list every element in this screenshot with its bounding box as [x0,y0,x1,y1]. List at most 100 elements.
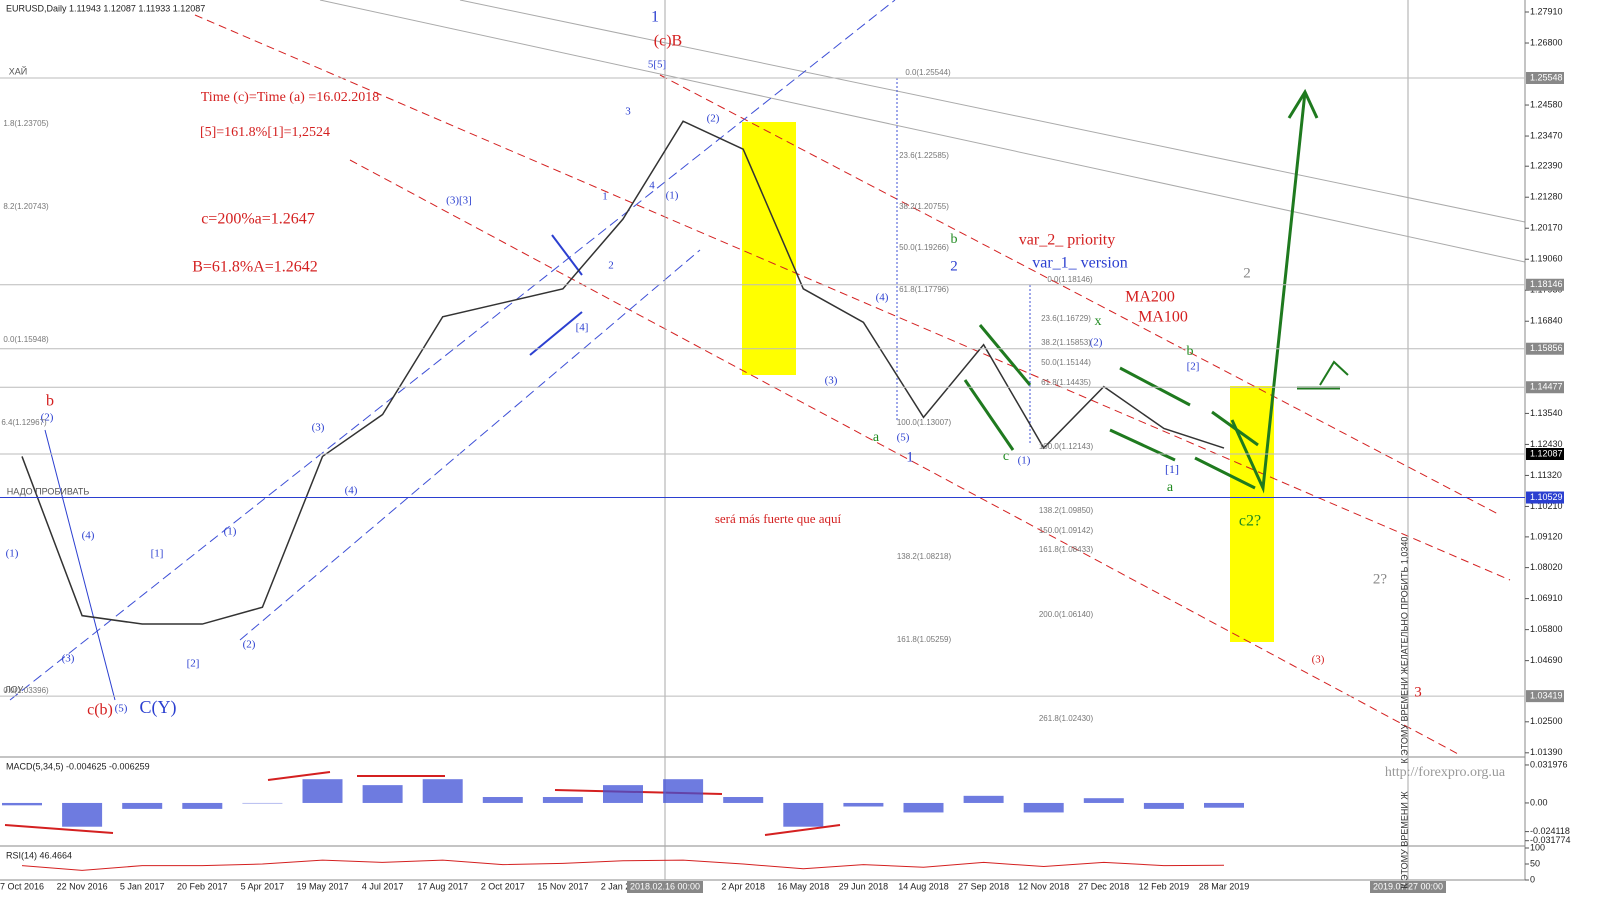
annotation: [2] [187,658,200,670]
annotation: 161.8(1.05259) [897,635,952,644]
annotation: 3 [625,106,631,118]
y-tick-label: 1.16840 [1530,316,1563,326]
y-tick-label: 1.04690 [1530,655,1563,665]
level-label: 1.15856 [1530,343,1563,353]
annotation: 4 [649,180,655,192]
annotation: 0.0(1.25544) [905,68,951,77]
y-tick-label: 1.01390 [1530,747,1563,757]
macd-trend [764,824,841,836]
y-tick-label: 1.26800 [1530,37,1563,47]
x-tick-label: 7 Oct 2016 [0,881,44,891]
cursor-tag [627,881,703,893]
annotation: 0.0(1.18146) [1047,275,1093,284]
wave-line [529,311,583,356]
level-label: 1.12087 [1530,448,1563,458]
annotation: 8.2(1.20743) [3,202,49,211]
annotation: b [46,393,54,410]
y-tick-label: -0.024118 [1530,826,1570,836]
level-label: 1.25548 [1530,72,1563,82]
wedge-line [1109,428,1176,462]
annotation: ХАЙ [9,65,27,76]
annotation: (4) [876,292,889,304]
annotation: MA200 [1125,289,1175,306]
annotation: 1 [906,449,914,465]
chart-title: EURUSD,Daily 1.11943 1.12087 1.11933 1.1… [6,3,205,13]
macd-bar [963,795,1004,803]
cursor-label: 2019.07.27 00:00 [1373,881,1443,891]
macd-bar [182,802,223,809]
x-tick-label: 28 Mar 2019 [1199,881,1250,891]
annotation: [1] [1165,462,1179,476]
annotation: Time (c)=Time (a) =16.02.2018 [201,90,379,105]
y-tick-label: 1.12430 [1530,439,1563,449]
trend-line [459,0,1526,223]
arrow-head [1319,360,1349,386]
annotation: x [1095,314,1102,329]
annotation: var_1_ version [1032,255,1128,272]
macd-trend [267,771,331,781]
annotation: c [1003,449,1009,464]
annotation: b [951,232,958,247]
level-tag [1526,342,1564,355]
x-tick-label: 4 Jul 2017 [362,881,404,891]
drawings [4,0,1526,836]
annotation: (1) [6,548,19,560]
macd-bar [663,779,704,803]
level-tag [1526,448,1564,461]
level-tag [1526,690,1564,703]
y-tick-label: 1.09120 [1530,531,1563,541]
x-tick-label: 19 May 2017 [296,881,348,891]
annotation: 38.2(1.20755) [899,202,949,211]
x-tick-label: 12 Feb 2019 [1139,881,1190,891]
macd-bar [1023,802,1064,813]
y-tick-label: 1.10210 [1530,501,1563,511]
y-tick-label: 1.27910 [1530,6,1563,16]
level-tag [1526,491,1564,504]
y-tick-label: 50 [1530,858,1540,868]
wedge-line [978,324,1032,386]
annotation: C(Y) [140,697,177,718]
annotation: (3) [312,422,325,434]
annotation: (3) [825,375,838,387]
annotation: 2 [1243,265,1251,281]
annotation: 1 [651,9,659,26]
annotation: (2) [41,412,54,424]
y-tick-label: 1.13540 [1530,408,1563,418]
annotation: B=61.8%A=1.2642 [192,259,318,276]
macd-bar [1143,802,1184,809]
y-tick-label: -0.031774 [1530,835,1571,845]
annotation: a [1167,480,1174,495]
annotation: 200.0(1.06140) [1039,610,1094,619]
annotation: 61.8(1.17796) [899,285,949,294]
x-tick-label: 27 Dec 2018 [1078,881,1129,891]
annotation: (1) [224,526,237,538]
macd-bar [723,797,764,803]
arrow-head [1287,88,1319,119]
macd-bar [302,779,343,803]
x-tick-label: 20 Feb 2017 [177,881,228,891]
annotation: 2? [1373,571,1388,587]
annotation: 61.8(1.14435) [1041,378,1091,387]
wave-line [44,429,116,701]
annotation: 6.4(1.12967) [1,418,47,427]
annotation: a [873,430,880,445]
annotation: 100.0(1.13007) [897,418,952,427]
annotation: НАДО ПРОБИВАТЬ [7,486,90,496]
annotation: c(b) [87,702,113,719]
channel-line [9,0,896,701]
x-tick-label: 2 Apr 2018 [721,881,765,891]
x-tick-label: 16 May 2018 [777,881,829,891]
macd-title: MACD(5,34,5) -0.004625 -0.006259 [6,761,150,771]
annotation: (5) [897,432,910,444]
level-tag [1526,278,1564,291]
macd-bar [1083,798,1124,803]
y-tick-label: 0.00 [1530,797,1548,807]
macd-trend [4,824,114,834]
level-tag [1526,71,1564,84]
macd-bar [62,802,103,827]
annotation: (3)[3] [446,195,472,207]
